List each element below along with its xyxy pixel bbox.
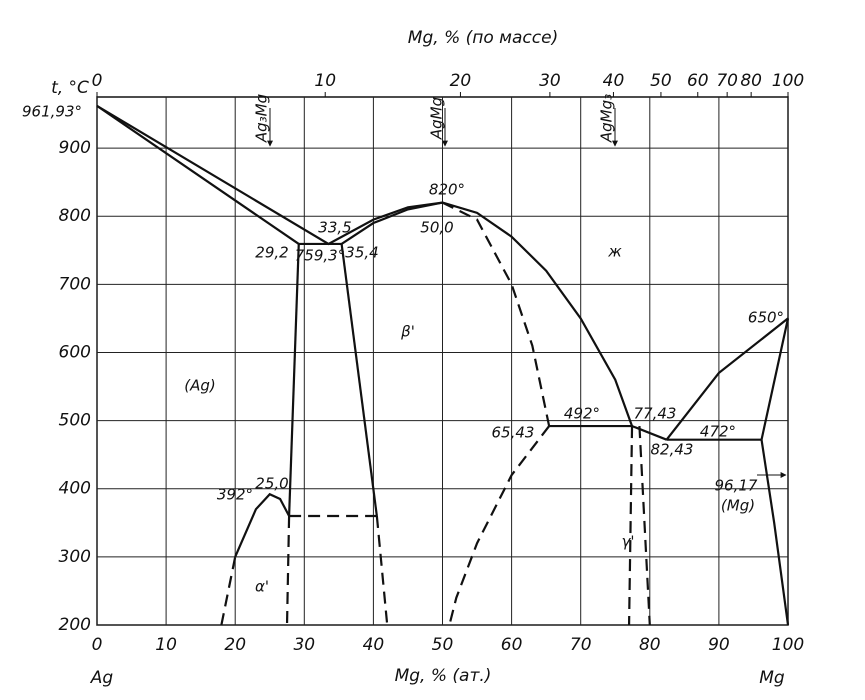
- annotation: 33,5: [318, 219, 351, 237]
- x2-tick-label: 60: [687, 71, 709, 91]
- annotation: 961,93°: [22, 103, 82, 121]
- y-tick-label: 400: [59, 479, 91, 499]
- y-tick-label: 500: [59, 411, 91, 431]
- phase-boundary: [285, 515, 291, 626]
- x2-tick-label: 20: [450, 71, 472, 91]
- x-tick-label: 90: [708, 635, 730, 655]
- x-tick-label: 0: [92, 635, 103, 655]
- phase-boundary: [442, 201, 634, 427]
- phase-boundary: [340, 243, 378, 517]
- x-right-label: Mg: [759, 668, 785, 688]
- annotation: Ag₃Mg: [253, 94, 271, 143]
- annotation: 759,3°: [295, 247, 345, 265]
- x-tick-label: 30: [293, 635, 315, 655]
- annotation: 650°: [748, 309, 784, 327]
- annotation: ж: [607, 243, 622, 261]
- annotation: 96,17: [715, 477, 758, 495]
- phase-boundary: [665, 317, 789, 441]
- x2-tick-label: 30: [539, 71, 561, 91]
- phase-boundary: [96, 104, 443, 246]
- x-axis-label: Mg, % (ат.): [395, 666, 492, 686]
- annotation: (Ag): [184, 377, 216, 395]
- annotation: 50,0: [420, 219, 453, 237]
- y-tick-label: 600: [59, 342, 91, 362]
- x-left-label: Ag: [90, 668, 114, 688]
- annotation: β': [400, 323, 415, 341]
- phase-boundary: [448, 425, 550, 626]
- x-tick-label: 10: [155, 635, 177, 655]
- y-axis-label: t, °C: [51, 78, 89, 98]
- annotation: 65,43: [492, 424, 535, 442]
- x2-tick-label: 50: [650, 71, 672, 91]
- annotation: 820°: [429, 181, 465, 199]
- annotation: α': [255, 578, 269, 596]
- phase-boundary: [442, 201, 551, 427]
- y-tick-label: 700: [59, 274, 91, 294]
- x2-tick-label: 0: [92, 71, 103, 91]
- annotation: 77,43: [634, 405, 677, 423]
- annotation: 82,43: [651, 441, 694, 459]
- annotation: (Mg): [721, 497, 755, 515]
- phase-boundary: [627, 426, 634, 626]
- annotation: 35,4: [345, 244, 378, 262]
- x-tick-label: 20: [224, 635, 246, 655]
- annotation: AgMg: [428, 97, 446, 140]
- annotation: 472°: [700, 423, 736, 441]
- x-tick-label: 80: [639, 635, 661, 655]
- annotation: 29,2: [255, 244, 288, 262]
- y-tick-label: 300: [59, 547, 91, 567]
- x-tick-label: 60: [501, 635, 523, 655]
- annotation: 492°: [564, 405, 600, 423]
- phase-boundary: [220, 556, 237, 626]
- x-tick-label: 70: [570, 635, 592, 655]
- phase-boundary: [760, 318, 790, 440]
- x2-tick-label: 40: [603, 71, 625, 91]
- phase-boundary: [638, 426, 651, 626]
- chart-title: Mg, % (по массе): [408, 28, 558, 48]
- phase-boundary: [96, 104, 300, 245]
- x2-tick-label: 10: [314, 71, 336, 91]
- phase-boundary: [549, 424, 667, 441]
- y-tick-label: 200: [59, 615, 91, 635]
- annotation: AgMg₃: [598, 94, 616, 143]
- annotation: 25,0: [255, 475, 288, 493]
- x2-tick-label: 80: [740, 71, 762, 91]
- phase-boundary: [760, 439, 790, 626]
- x-tick-label: 50: [432, 635, 454, 655]
- y-tick-label: 900: [59, 138, 91, 158]
- x2-tick-label: 100: [772, 71, 804, 91]
- annotation: γ': [621, 533, 634, 551]
- phase-boundary: [298, 201, 443, 246]
- x-tick-label: 40: [363, 635, 385, 655]
- y-tick-label: 800: [59, 206, 91, 226]
- phase-boundary: [375, 515, 389, 626]
- x-tick-label: 100: [772, 635, 804, 655]
- x2-tick-label: 70: [716, 71, 738, 91]
- phase-boundary: [287, 243, 300, 517]
- phase-boundary: [234, 492, 291, 558]
